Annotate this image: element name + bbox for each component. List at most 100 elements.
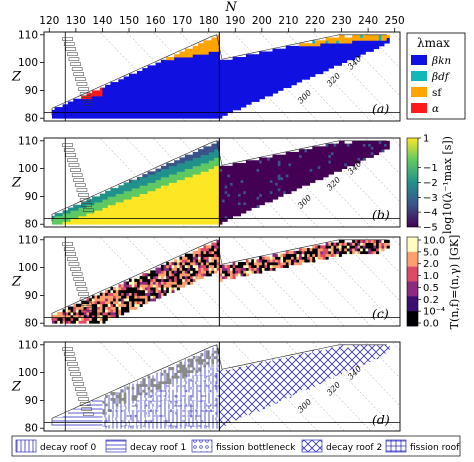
cell: [245, 273, 249, 277]
cell: [195, 65, 199, 69]
cell: [115, 218, 119, 222]
cell: [216, 267, 220, 271]
cell: [341, 51, 345, 55]
cell: [70, 104, 74, 108]
cell: [314, 154, 319, 158]
cell: [110, 93, 114, 97]
cell: [150, 84, 154, 89]
cell: [285, 168, 289, 172]
cell: [155, 98, 159, 102]
cell: [126, 389, 130, 393]
cell: [174, 182, 178, 186]
cell: [187, 275, 191, 280]
cell: [277, 154, 281, 158]
cell: [322, 168, 327, 172]
cell: [184, 204, 188, 208]
cell: [256, 160, 260, 164]
cell: [251, 84, 255, 89]
cell: [328, 146, 332, 150]
cell: [272, 262, 276, 266]
cell: [179, 93, 183, 97]
cell: [206, 213, 210, 217]
cell: [195, 250, 199, 255]
cell: [227, 188, 231, 192]
cell: [229, 213, 234, 217]
cell: [208, 213, 212, 217]
cell: [267, 93, 271, 97]
cell: [200, 267, 204, 271]
cell: [304, 70, 308, 75]
cell: [232, 107, 236, 111]
cell: [158, 193, 162, 197]
cell: [89, 422, 93, 426]
cell: [203, 256, 207, 260]
cell: [182, 204, 186, 208]
cell: [283, 165, 287, 169]
cell: [123, 289, 127, 294]
cell: [214, 171, 218, 175]
cell: [277, 264, 281, 268]
cell: [370, 149, 374, 153]
cell: [245, 87, 249, 91]
cell: [142, 199, 146, 203]
cell: [174, 168, 178, 172]
cell: [261, 171, 265, 175]
cell: [121, 196, 125, 200]
cell: [89, 101, 93, 105]
cell: [243, 190, 247, 195]
cell: [94, 422, 98, 426]
cell: [65, 218, 69, 222]
cell: [54, 320, 58, 324]
cell: [113, 201, 117, 206]
cell: [134, 204, 138, 208]
cell: [352, 248, 356, 252]
cell: [368, 34, 372, 38]
cell: [381, 37, 385, 41]
cell: [222, 168, 226, 172]
cell: [152, 278, 156, 282]
cell: [240, 98, 244, 102]
cell: [105, 109, 109, 114]
cell: [83, 320, 87, 324]
cell: [179, 199, 183, 203]
cell: [168, 215, 172, 220]
cell: [200, 45, 204, 50]
cell: [182, 284, 186, 288]
cell: [129, 400, 133, 404]
cell: [123, 210, 127, 214]
cell: [227, 76, 231, 80]
cell: [338, 168, 342, 172]
cell: [142, 98, 146, 102]
cell: [168, 273, 172, 277]
cell: [237, 179, 241, 183]
cell: [360, 48, 364, 52]
cell: [102, 314, 106, 319]
cell: [192, 68, 196, 72]
cell: [155, 84, 159, 89]
cell: [139, 185, 143, 189]
cell: [131, 306, 135, 310]
cell: [67, 112, 71, 116]
cell: [320, 256, 324, 260]
cell: [283, 84, 287, 89]
cell: [336, 250, 340, 255]
cell: [89, 210, 93, 214]
cell: [78, 221, 82, 225]
cell: [160, 115, 164, 119]
cell: [113, 303, 117, 307]
cell: [277, 82, 281, 86]
cell: [123, 90, 127, 94]
cell: [123, 419, 127, 424]
cell: [237, 73, 241, 77]
cell: [272, 267, 276, 271]
cell: [107, 101, 111, 105]
cell: [280, 87, 284, 91]
cell: [123, 95, 127, 100]
cell: [362, 151, 366, 156]
cell: [211, 182, 215, 186]
cell: [179, 281, 183, 285]
cell: [136, 292, 141, 296]
cell: [277, 193, 281, 197]
cell: [291, 76, 295, 80]
cell: [259, 157, 263, 161]
